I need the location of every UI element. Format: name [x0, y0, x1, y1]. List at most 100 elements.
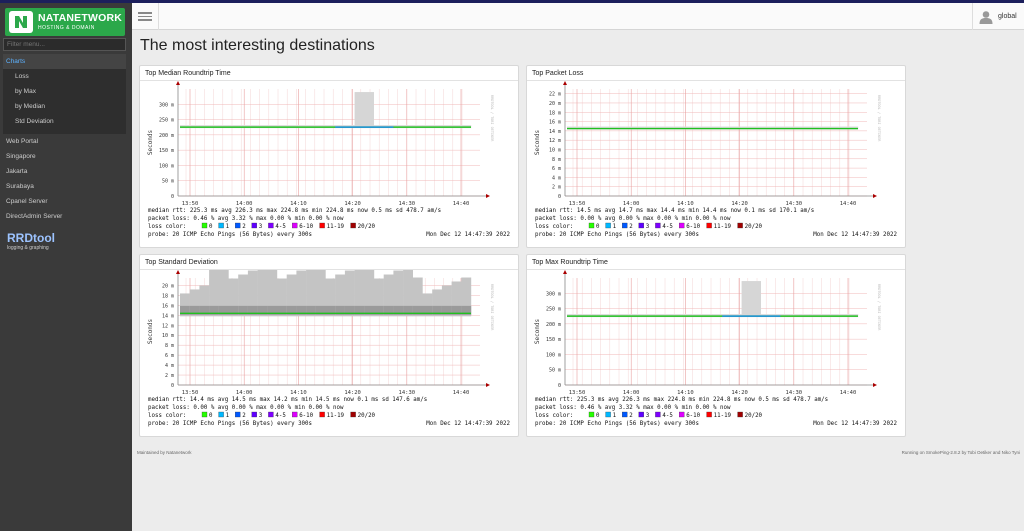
legend-swatch: [655, 222, 661, 229]
sidebar-item-web-portal[interactable]: Web Portal: [6, 138, 39, 145]
y-axis-arrow: [563, 81, 567, 85]
legend-swatch: [638, 411, 644, 418]
smoke-bar: [306, 270, 316, 317]
smoke-bar: [412, 277, 423, 317]
sidebar-item-directadmin-server[interactable]: DirectAdmin Server: [6, 213, 63, 220]
smoke-bar-inner: [247, 305, 258, 315]
x-tick-label: 14:40: [453, 201, 470, 207]
legend-item-label: 11-19: [714, 224, 732, 230]
y-axis-label: Seconds: [147, 129, 154, 155]
smoke-bar-inner: [344, 305, 355, 315]
panel-title: Top Max Roundtrip Time: [527, 255, 905, 270]
rrdtool-subtitle: logging & graphing: [7, 245, 49, 251]
plot-area: [565, 89, 867, 196]
smoke-bar-inner: [306, 305, 316, 315]
sidebar-item-std-deviation[interactable]: Std Deviation: [15, 118, 54, 125]
legend-item-label: 4-5: [662, 224, 673, 230]
panel-title: Top Standard Deviation: [140, 255, 518, 270]
x-tick-label: 14:30: [399, 201, 416, 207]
rrdtool-side-label: RRDTOOL / TOBI OETIKER: [490, 284, 494, 331]
y-tick-label: 6 m: [552, 166, 561, 172]
legend-item-label: 4-5: [275, 413, 286, 419]
y-tick-label: 300 m: [546, 291, 561, 297]
filter-menu-input[interactable]: [3, 38, 126, 51]
legend-swatch: [679, 411, 685, 418]
panel-title: Top Median Roundtrip Time: [140, 66, 518, 81]
x-tick-label: 14:30: [786, 201, 803, 207]
sidebar-item-singapore[interactable]: Singapore: [6, 153, 36, 160]
smoke-bar: [296, 270, 307, 317]
y-tick-label: 2 m: [552, 185, 561, 191]
rrdtool-logo[interactable]: RRDtool logging & graphing: [7, 231, 55, 251]
legend-swatch: [319, 411, 325, 418]
smoke-bar: [238, 274, 249, 317]
stats-median-rtt: median rtt: 225.3 ms avg 226.3 ms max 22…: [148, 208, 441, 214]
smoke-bar-inner: [277, 305, 287, 315]
y-tick-label: 14 m: [162, 313, 174, 319]
legend-item-label: 0: [209, 413, 213, 419]
hamburger-menu-button[interactable]: [132, 3, 159, 30]
legend-swatch: [201, 222, 208, 229]
stats-packet-loss: packet loss: 0.46 % avg 3.32 % max 0.00 …: [535, 405, 731, 411]
sidebar-item-cpanel-server[interactable]: Cpanel Server: [6, 198, 48, 205]
x-axis-arrow: [873, 383, 877, 387]
hamburger-icon-bar: [138, 15, 152, 18]
smoke-bar-inner: [374, 305, 384, 315]
chart-top-median-roundtrip: 0 50 m 100 m 150 m 200 m 250 m 300 m 13:50 14:00…: [147, 81, 510, 238]
sidebar-item-by-max[interactable]: by Max: [15, 88, 36, 95]
sidebar-item-jakarta[interactable]: Jakarta: [6, 168, 28, 175]
legend-label: loss color:: [148, 413, 186, 419]
smoke-bar: [189, 289, 200, 317]
smoke-bar-inner: [422, 305, 433, 315]
y-tick-label: 8 m: [165, 343, 174, 349]
smoke-bar: [325, 278, 336, 317]
brand-logo[interactable]: NATANETWORK HOSTING & DOMAIN: [5, 8, 125, 36]
legend-item-label: 3: [646, 224, 650, 230]
x-tick-label: 14:10: [677, 390, 694, 396]
page-title: The most interesting destinations: [140, 37, 375, 54]
legend-swatch: [737, 411, 743, 418]
legend-swatch: [235, 222, 241, 229]
legend-swatch: [319, 222, 325, 229]
y-tick-label: 0: [558, 383, 561, 389]
smoke-bar: [218, 270, 229, 317]
y-axis-label: Seconds: [534, 318, 541, 344]
y-tick-label: 0: [171, 383, 174, 389]
legend-item-label: 11-19: [714, 413, 732, 419]
user-menu[interactable]: global: [972, 3, 1024, 30]
latency-spike: [354, 92, 374, 128]
panel-top-median-roundtrip: Top Median Roundtrip Time 0 50 m 100 m 150 …: [139, 65, 519, 248]
legend-label: loss color:: [148, 224, 186, 230]
y-tick-label: 150 m: [546, 337, 561, 343]
y-tick-label: 20 m: [162, 283, 174, 289]
brand-subtitle: HOSTING & DOMAIN: [38, 24, 95, 31]
smoke-bar-inner: [218, 305, 229, 315]
probe-text: probe: 20 ICMP Echo Pings (56 Bytes) eve…: [535, 232, 699, 238]
smoke-bar-inner: [451, 305, 462, 315]
y-tick-label: 100 m: [546, 352, 561, 358]
legend-item-label: 3: [259, 224, 263, 230]
legend-item-label: 0: [596, 413, 600, 419]
y-tick-label: 18 m: [162, 293, 174, 299]
smoke-bar-inner: [257, 305, 268, 315]
legend-item-label: 2: [629, 224, 633, 230]
y-tick-label: 150 m: [159, 148, 174, 154]
sidebar-item-by-median[interactable]: by Median: [15, 103, 45, 110]
y-tick-label: 16 m: [549, 120, 561, 126]
y-tick-label: 250 m: [546, 307, 561, 313]
sidebar-item-charts[interactable]: Charts: [3, 54, 126, 69]
legend-item-label: 3: [259, 413, 263, 419]
smoke-bar: [383, 274, 394, 317]
footer-running-on[interactable]: Running on SmokePing-2.8.2 by Tobi Oetik…: [901, 450, 1020, 455]
y-axis-arrow: [176, 270, 180, 274]
sidebar-item-surabaya[interactable]: Surabaya: [6, 183, 34, 190]
x-axis-arrow: [486, 194, 490, 198]
x-tick-label: 14:20: [344, 390, 361, 396]
x-tick-label: 14:20: [731, 201, 748, 207]
smoke-bar-inner: [441, 305, 452, 315]
legend-item-label: 2: [242, 413, 246, 419]
smoke-bar-inner: [228, 305, 239, 315]
smoke-bar: [364, 270, 375, 317]
sidebar-item-loss[interactable]: Loss: [15, 73, 29, 80]
